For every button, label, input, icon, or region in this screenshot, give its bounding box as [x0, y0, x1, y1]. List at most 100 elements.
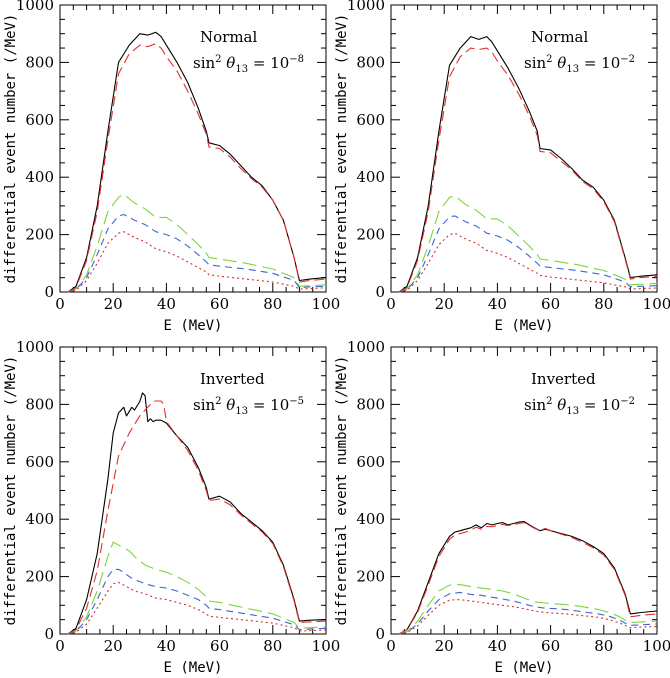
series-line-3 — [67, 568, 327, 635]
plot-frame — [59, 4, 327, 293]
series-line-3 — [398, 591, 658, 635]
anno-eq-base: = 10 — [248, 54, 289, 72]
series-line-1 — [398, 522, 658, 635]
hierarchy-label: Inverted — [200, 370, 265, 388]
series-line-2 — [398, 584, 658, 635]
y-tick-label: 1000 — [16, 338, 54, 356]
y-tick-label: 800 — [25, 53, 54, 71]
series-line-4 — [398, 232, 658, 293]
y-tick-label: 200 — [356, 568, 385, 586]
y-tick-label: 800 — [25, 395, 54, 413]
series-line-1 — [67, 400, 327, 635]
hierarchy-label: Normal — [200, 28, 257, 46]
series-line-4 — [67, 581, 327, 635]
hierarchy-label: Inverted — [531, 370, 596, 388]
hierarchy-label: Normal — [531, 28, 588, 46]
y-tick-label: 0 — [375, 625, 385, 643]
anno-exp1: 2 — [546, 396, 552, 407]
anno-exp1: 2 — [215, 396, 221, 407]
x-tick-label: 80 — [263, 637, 282, 655]
anno-sin: sin — [193, 396, 215, 414]
x-tick-label: 100 — [312, 637, 341, 655]
series-line-1 — [398, 47, 658, 293]
series-line-2 — [67, 193, 327, 293]
y-tick-label: 600 — [25, 111, 54, 129]
x-tick-label: 20 — [435, 295, 454, 313]
mixing-angle-label: sin2 θ13 = 10−8 — [193, 54, 304, 75]
x-tick-label: 0 — [386, 637, 396, 655]
series-line-0 — [67, 31, 327, 293]
mixing-angle-label: sin2 θ13 = 10−2 — [524, 396, 635, 417]
y-axis-label: differential event number (/MeV) — [3, 356, 19, 626]
anno-exp1: 2 — [215, 54, 221, 65]
y-tick-label: 600 — [25, 453, 54, 471]
x-tick-label: 80 — [594, 637, 613, 655]
x-tick-label: 20 — [435, 637, 454, 655]
y-tick-label: 1000 — [347, 0, 385, 14]
anno-eq-base: = 10 — [579, 396, 620, 414]
anno-exp1: 2 — [546, 54, 552, 65]
y-axis-label: differential event number (/MeV) — [334, 14, 350, 284]
x-tick-label: 0 — [55, 295, 65, 313]
x-tick-label: 100 — [312, 295, 341, 313]
plot-frame — [390, 4, 658, 293]
y-tick-label: 200 — [356, 226, 385, 244]
y-tick-label: 800 — [356, 395, 385, 413]
y-tick-label: 600 — [356, 111, 385, 129]
x-tick-label: 20 — [104, 295, 123, 313]
x-tick-label: 40 — [488, 637, 507, 655]
plot-frame — [390, 346, 658, 635]
y-tick-label: 1000 — [16, 0, 54, 14]
anno-exp2: −5 — [289, 396, 304, 407]
x-tick-label: 40 — [157, 637, 176, 655]
series-line-3 — [398, 215, 658, 293]
y-tick-label: 800 — [356, 53, 385, 71]
x-axis-label: E (MeV) — [494, 318, 553, 334]
y-tick-label: 0 — [44, 625, 54, 643]
x-axis-label: E (MeV) — [163, 318, 222, 334]
anno-sub13: 13 — [566, 406, 579, 417]
x-tick-label: 80 — [263, 295, 282, 313]
anno-theta: θ — [553, 396, 567, 414]
y-tick-label: 400 — [356, 168, 385, 186]
y-tick-label: 200 — [25, 568, 54, 586]
anno-sin: sin — [193, 54, 215, 72]
x-axis-label: E (MeV) — [163, 660, 222, 676]
x-axis-label: E (MeV) — [494, 660, 553, 676]
mixing-angle-label: sin2 θ13 = 10−5 — [193, 396, 304, 417]
series-line-2 — [398, 195, 658, 293]
y-tick-label: 0 — [44, 283, 54, 301]
mixing-angle-label: sin2 θ13 = 10−2 — [524, 54, 635, 75]
y-tick-label: 200 — [25, 226, 54, 244]
anno-sin: sin — [524, 396, 546, 414]
y-tick-label: 0 — [375, 283, 385, 301]
x-tick-label: 0 — [386, 295, 396, 313]
series-line-0 — [398, 520, 658, 635]
series-line-2 — [67, 541, 327, 635]
series-line-0 — [67, 392, 327, 635]
anno-exp2: −8 — [289, 54, 304, 65]
x-tick-label: 0 — [55, 637, 65, 655]
series-line-3 — [67, 213, 327, 293]
y-tick-label: 1000 — [347, 338, 385, 356]
x-tick-label: 60 — [210, 637, 229, 655]
x-tick-label: 80 — [594, 295, 613, 313]
anno-exp2: −2 — [620, 54, 635, 65]
anno-sub13: 13 — [566, 64, 579, 75]
x-tick-label: 40 — [157, 295, 176, 313]
anno-sub13: 13 — [235, 406, 248, 417]
y-axis-label: differential event number (/MeV) — [3, 14, 19, 284]
anno-sin: sin — [524, 54, 546, 72]
series-line-1 — [67, 43, 327, 293]
x-tick-label: 40 — [488, 295, 507, 313]
x-tick-label: 60 — [541, 295, 560, 313]
series-line-0 — [398, 36, 658, 293]
series-line-4 — [67, 231, 327, 293]
anno-eq-base: = 10 — [248, 396, 289, 414]
x-tick-label: 100 — [643, 637, 670, 655]
